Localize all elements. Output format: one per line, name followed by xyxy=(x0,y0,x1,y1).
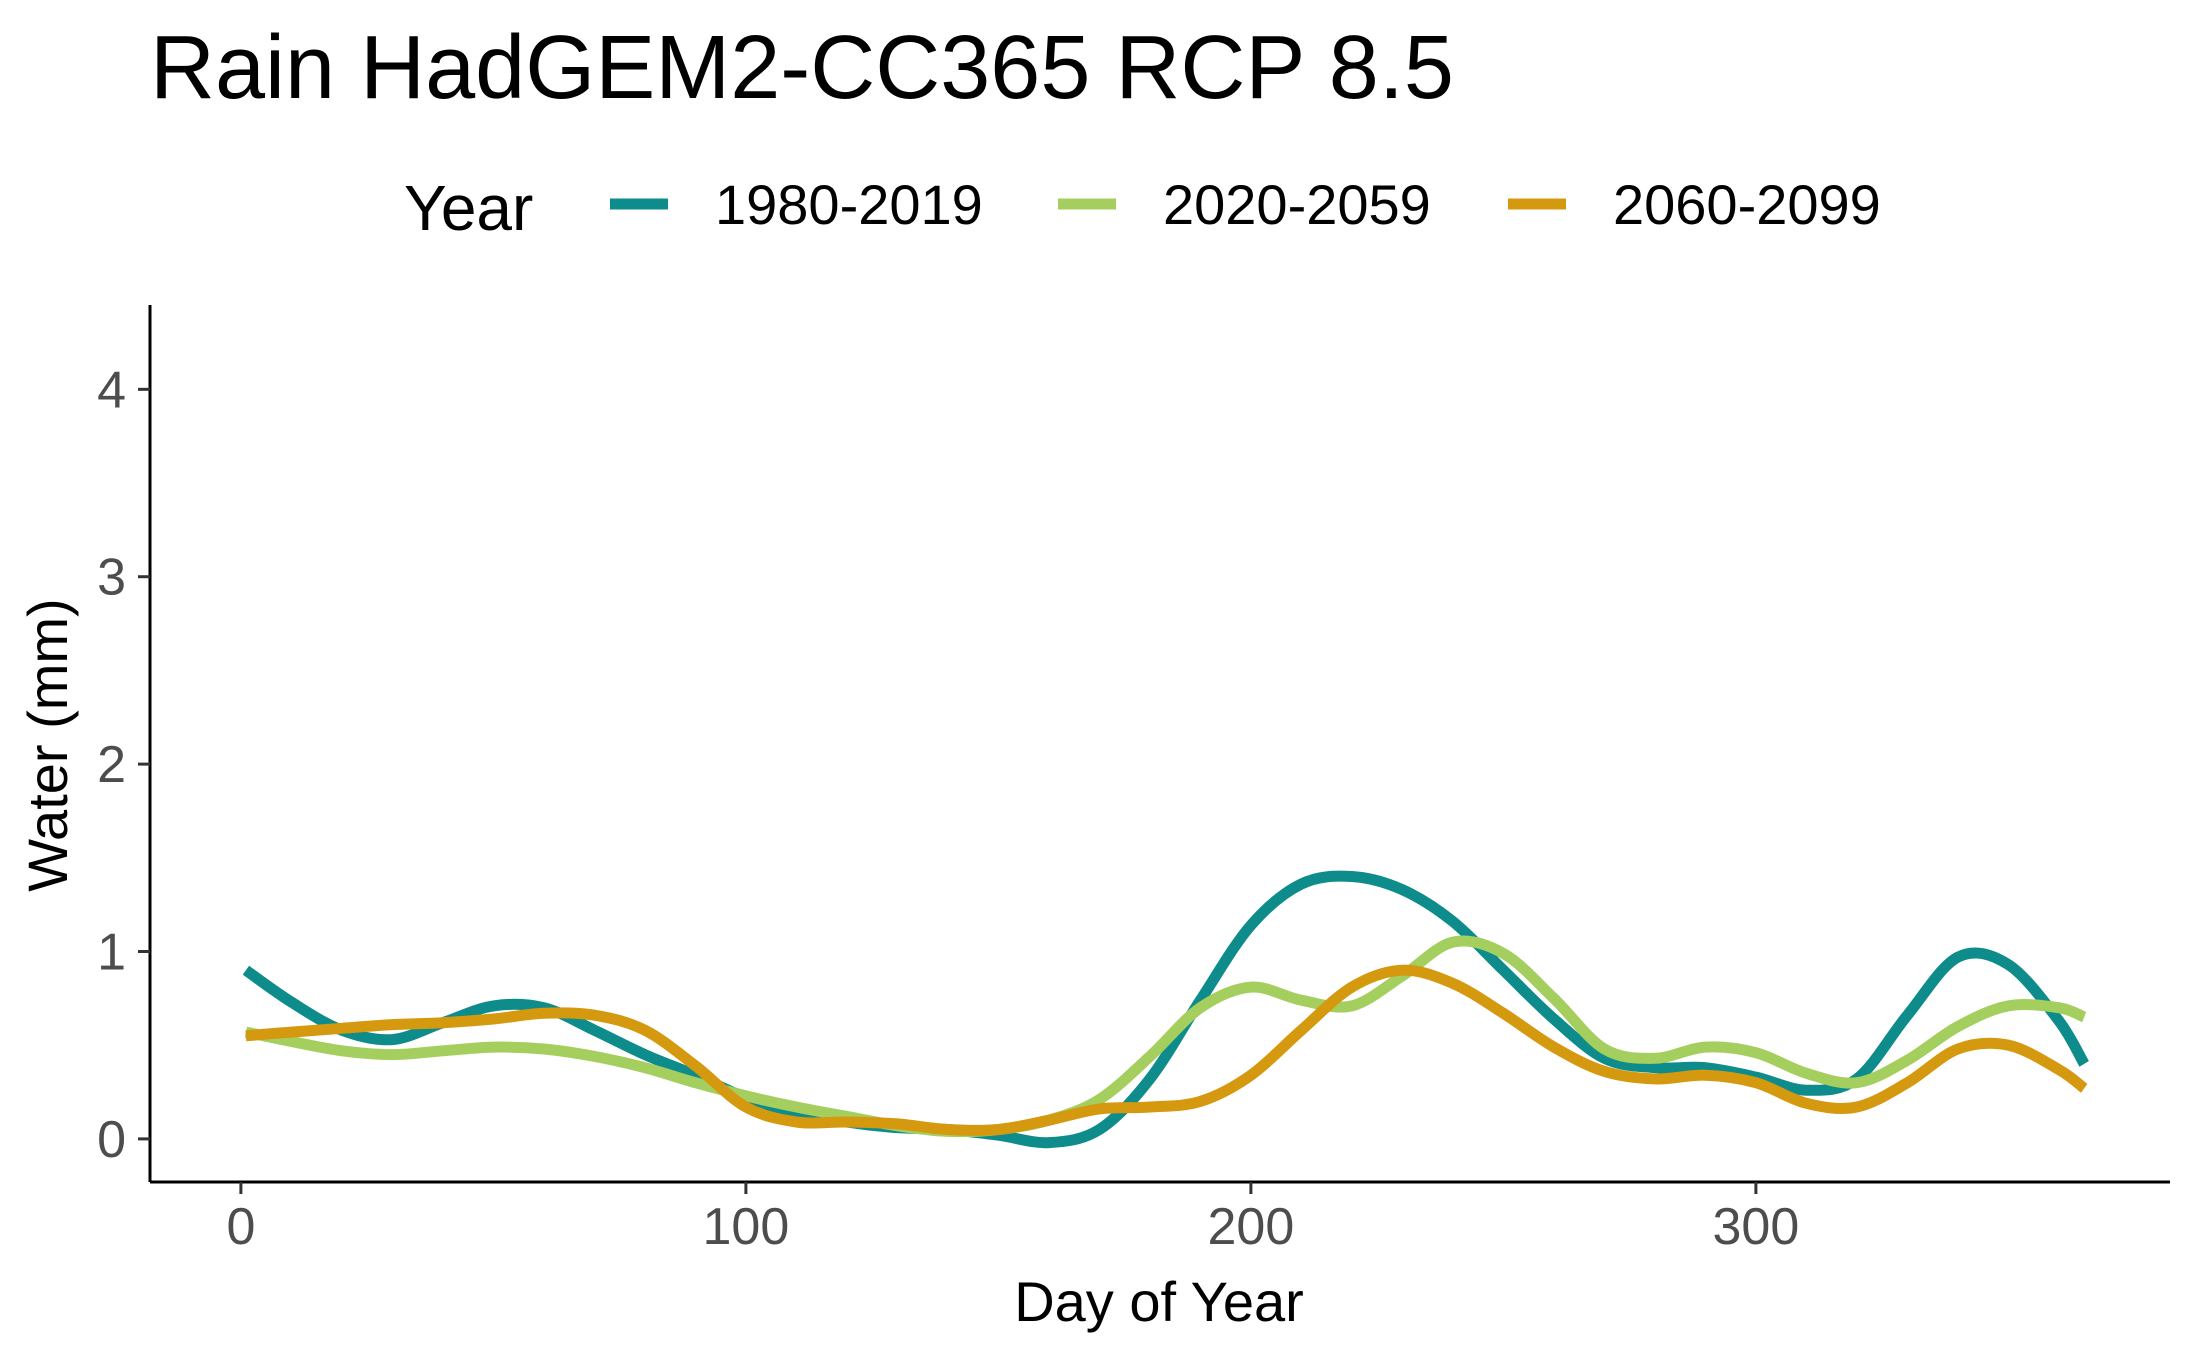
series-line-2020-2059 xyxy=(244,935,2087,1138)
legend-title: Year xyxy=(404,172,533,244)
y-tick-label: 2 xyxy=(97,736,126,794)
chart-title: Rain HadGEM2-CC365 RCP 8.5 xyxy=(150,18,1454,118)
y-axis-title: Water (mm) xyxy=(16,598,79,891)
legend-label: 1980-2019 xyxy=(715,173,983,236)
y-tick-label: 0 xyxy=(97,1111,126,1169)
x-tick-label: 100 xyxy=(703,1198,790,1256)
plot-area: 0 1 2 3 4 0 100 200 300 xyxy=(97,305,2170,1256)
x-tick-label: 300 xyxy=(1713,1198,1800,1256)
legend: Year 1980-2019 2020-2059 2060-2099 xyxy=(404,172,1881,244)
legend-label: 2060-2099 xyxy=(1613,173,1881,236)
y-tick-label: 1 xyxy=(97,924,126,982)
x-axis-title: Day of Year xyxy=(1014,1270,1304,1333)
y-tick-label: 3 xyxy=(97,549,126,607)
y-tick-label: 4 xyxy=(97,361,126,419)
x-tick-label: 200 xyxy=(1208,1198,1295,1256)
legend-label: 2020-2059 xyxy=(1163,173,1431,236)
series-line-2060-2099 xyxy=(245,964,2088,1136)
x-tick-label: 0 xyxy=(226,1198,255,1256)
